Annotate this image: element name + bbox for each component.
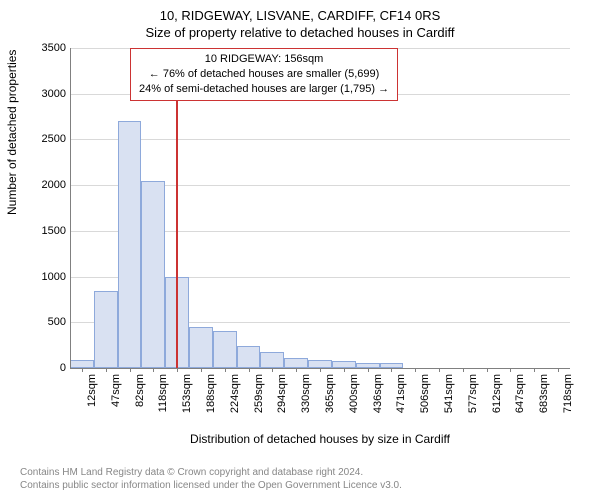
x-tick-label: 400sqm (348, 374, 360, 413)
x-tick-label: 683sqm (538, 374, 550, 413)
x-tick-label: 12sqm (86, 374, 98, 407)
histogram-bar (70, 360, 94, 368)
footer-line: Contains HM Land Registry data © Crown c… (20, 466, 402, 479)
chart-title-main: 10, RIDGEWAY, LISVANE, CARDIFF, CF14 0RS (0, 0, 600, 23)
y-tick-label: 1500 (42, 225, 66, 237)
histogram-bar (260, 352, 284, 368)
histogram-bar (308, 360, 332, 368)
x-tick-label: 294sqm (276, 374, 288, 413)
x-axis-label: Distribution of detached houses by size … (70, 432, 570, 446)
histogram-bar (284, 358, 308, 368)
marker-annotation: 10 RIDGEWAY: 156sqm ← 76% of detached ho… (130, 48, 398, 101)
x-tick-mark (177, 368, 178, 372)
y-axis: 0500100015002000250030003500 (40, 48, 70, 368)
x-tick-mark (249, 368, 250, 372)
y-axis-line (70, 48, 71, 368)
y-tick-label: 2000 (42, 179, 66, 191)
y-tick-label: 1000 (42, 271, 66, 283)
x-tick-mark (439, 368, 440, 372)
y-tick-label: 500 (48, 316, 66, 328)
x-tick-mark (487, 368, 488, 372)
x-tick-label: 330sqm (300, 374, 312, 413)
x-tick-mark (130, 368, 131, 372)
x-tick-mark (415, 368, 416, 372)
x-tick-mark (368, 368, 369, 372)
x-tick-label: 577sqm (467, 374, 479, 413)
x-tick-label: 153sqm (181, 374, 193, 413)
x-tick-label: 718sqm (562, 374, 574, 413)
grid-line (70, 139, 570, 140)
x-tick-mark (320, 368, 321, 372)
chart-title-sub: Size of property relative to detached ho… (0, 23, 600, 40)
histogram-bar (94, 291, 118, 368)
x-tick-label: 259sqm (253, 374, 265, 413)
annotation-line: 10 RIDGEWAY: 156sqm (139, 52, 389, 67)
x-tick-label: 436sqm (372, 374, 384, 413)
histogram-bar (189, 327, 213, 368)
x-tick-mark (201, 368, 202, 372)
y-tick-label: 0 (60, 362, 66, 374)
histogram-bar (332, 361, 356, 368)
y-tick-label: 2500 (42, 133, 66, 145)
x-tick-mark (106, 368, 107, 372)
x-tick-mark (463, 368, 464, 372)
x-tick-mark (153, 368, 154, 372)
x-tick-label: 541sqm (443, 374, 455, 413)
x-tick-mark (391, 368, 392, 372)
x-tick-mark (82, 368, 83, 372)
x-tick-label: 188sqm (205, 374, 217, 413)
x-tick-label: 224sqm (229, 374, 241, 413)
x-tick-mark (534, 368, 535, 372)
x-tick-label: 82sqm (134, 374, 146, 407)
histogram-bar (237, 346, 261, 368)
footer-line: Contains public sector information licen… (20, 479, 402, 492)
x-tick-mark (296, 368, 297, 372)
x-tick-label: 118sqm (157, 374, 169, 412)
x-tick-mark (510, 368, 511, 372)
y-tick-label: 3500 (42, 42, 66, 54)
x-tick-mark (272, 368, 273, 372)
histogram-bar (213, 331, 237, 368)
x-tick-label: 506sqm (419, 374, 431, 413)
x-tick-mark (344, 368, 345, 372)
histogram-bar (118, 121, 142, 368)
annotation-line: ← 76% of detached houses are smaller (5,… (139, 67, 389, 82)
x-tick-label: 612sqm (491, 374, 503, 413)
y-tick-label: 3000 (42, 88, 66, 100)
x-tick-label: 47sqm (110, 374, 122, 407)
x-axis: 12sqm 47sqm 82sqm 118sqm 153sqm 188sqm 224sqm 2… (70, 368, 570, 428)
x-tick-label: 647sqm (514, 374, 526, 413)
x-tick-label: 471sqm (395, 374, 407, 413)
footer-attribution: Contains HM Land Registry data © Crown c… (20, 466, 402, 492)
x-tick-label: 365sqm (324, 374, 336, 413)
x-tick-mark (225, 368, 226, 372)
x-tick-mark (558, 368, 559, 372)
y-axis-label: Number of detached properties (5, 50, 19, 215)
annotation-line: 24% of semi-detached houses are larger (… (139, 82, 389, 97)
histogram-bar (141, 181, 165, 368)
